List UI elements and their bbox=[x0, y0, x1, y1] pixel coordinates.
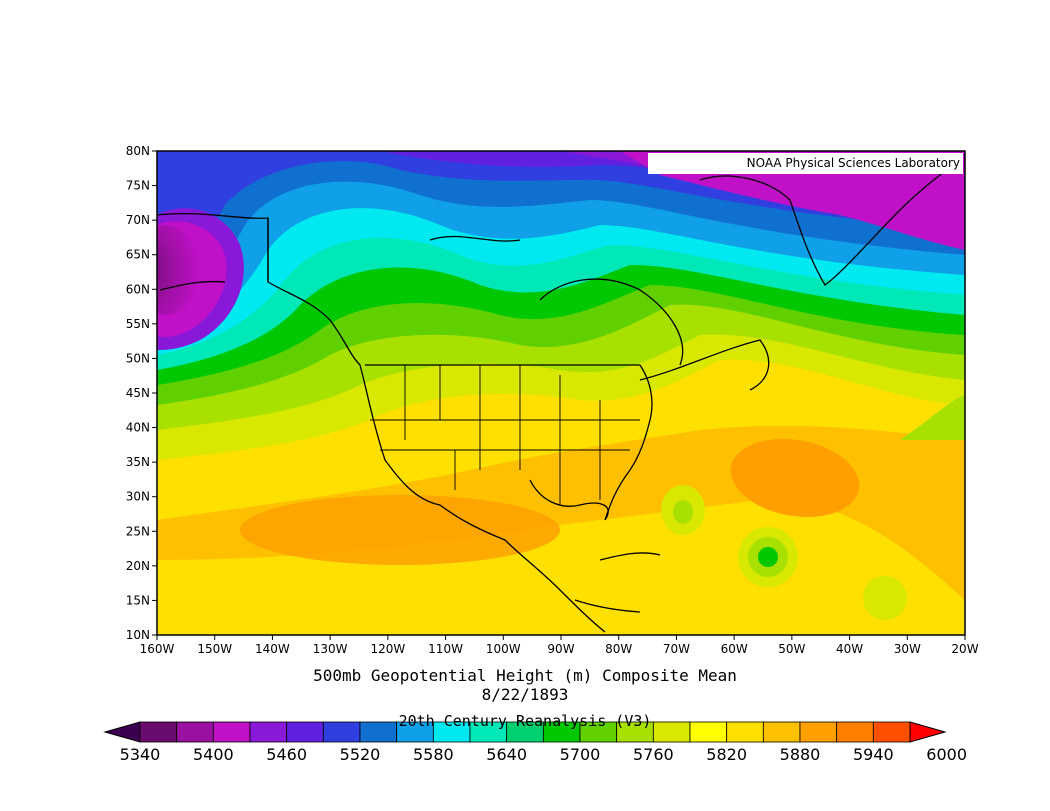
colorbar-label: 5880 bbox=[780, 745, 821, 764]
lat-label: 35N bbox=[126, 455, 150, 469]
contour-field bbox=[157, 151, 965, 635]
lat-label: 75N bbox=[126, 179, 150, 193]
map-source: 20th Century Reanalysis (V3) bbox=[398, 712, 652, 730]
colorbar-labels: 5340 5400 5460 5520 5580 5640 5700 5760 5820 5880… bbox=[120, 745, 967, 764]
lon-label: 90W bbox=[547, 642, 574, 656]
lon-label: 70W bbox=[663, 642, 690, 656]
colorbar-label: 5700 bbox=[560, 745, 601, 764]
colorbar-label: 5640 bbox=[486, 745, 527, 764]
lat-label: 45N bbox=[126, 386, 150, 400]
lon-label: 130W bbox=[313, 642, 348, 656]
colorbar-label: 5520 bbox=[340, 745, 381, 764]
map-title: 500mb Geopotential Height (m) Composite … bbox=[313, 666, 737, 685]
colorbar-label: 5580 bbox=[413, 745, 454, 764]
lon-label: 120W bbox=[370, 642, 405, 656]
colorbar-label: 5940 bbox=[853, 745, 894, 764]
colorbar bbox=[103, 721, 947, 743]
colorbar-label: 5760 bbox=[633, 745, 674, 764]
lat-label: 20N bbox=[126, 559, 150, 573]
lon-label: 40W bbox=[836, 642, 863, 656]
colorbar-label: 6000 bbox=[926, 745, 967, 764]
lon-label: 60W bbox=[721, 642, 748, 656]
lon-label: 110W bbox=[428, 642, 463, 656]
coastlines bbox=[157, 159, 963, 633]
lat-label: 65N bbox=[126, 248, 150, 262]
lon-label: 30W bbox=[894, 642, 921, 656]
lat-label: 30N bbox=[126, 490, 150, 504]
lon-label: 80W bbox=[605, 642, 632, 656]
lat-label: 80N bbox=[126, 144, 150, 158]
colorbar-high-arrow bbox=[909, 721, 947, 743]
colorbar-label: 5400 bbox=[193, 745, 234, 764]
state-borders bbox=[370, 365, 640, 505]
colorbar-label: 5820 bbox=[706, 745, 747, 764]
lat-label: 25N bbox=[126, 524, 150, 538]
colorbar-label: 5460 bbox=[266, 745, 307, 764]
lon-label: 50W bbox=[778, 642, 805, 656]
lon-label: 140W bbox=[255, 642, 290, 656]
lon-label: 20W bbox=[951, 642, 978, 656]
longitude-axis: 160W 150W 140W 130W 120W 110W 100W 90W 80W 70W 60W… bbox=[140, 635, 979, 656]
colorbar-label: 5340 bbox=[120, 745, 161, 764]
lon-label: 150W bbox=[197, 642, 232, 656]
latitude-axis: 80N 75N 70N 65N 60N 55N 50N 45N 40N 35N 30N 25N 20N 1… bbox=[126, 144, 157, 642]
lat-label: 70N bbox=[126, 213, 150, 227]
credit-text: NOAA Physical Sciences Laboratory bbox=[747, 156, 960, 170]
lat-label: 50N bbox=[126, 351, 150, 365]
lat-label: 60N bbox=[126, 282, 150, 296]
lat-label: 10N bbox=[126, 628, 150, 642]
lat-label: 55N bbox=[126, 317, 150, 331]
lon-label: 160W bbox=[140, 642, 175, 656]
credit-box bbox=[648, 153, 963, 174]
lon-label: 100W bbox=[486, 642, 521, 656]
lat-label: 40N bbox=[126, 421, 150, 435]
lat-label: 15N bbox=[126, 593, 150, 607]
map-date: 8/22/1893 bbox=[481, 685, 569, 704]
